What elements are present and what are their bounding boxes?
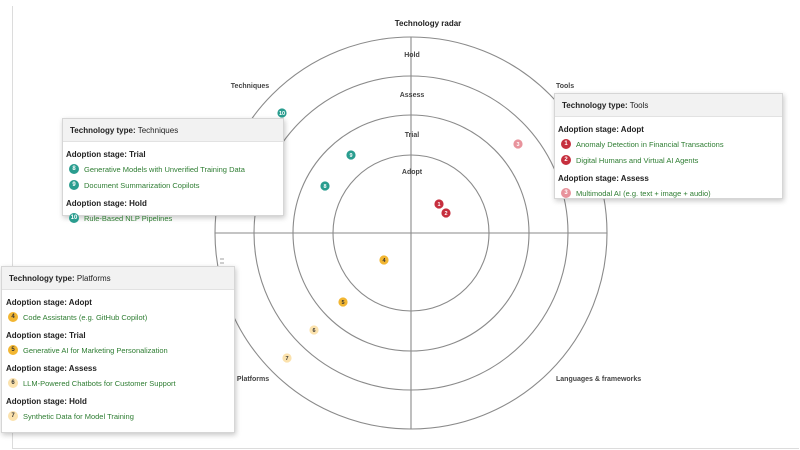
blip-4 xyxy=(378,254,390,266)
blip-7 xyxy=(281,352,293,364)
item-label: Generative Models with Unverified Traini… xyxy=(84,164,245,174)
panel-type-label: Technology type: xyxy=(9,274,75,283)
technology-item[interactable]: 5 Generative AI for Marketing Personaliza… xyxy=(2,342,234,358)
blip-8 xyxy=(319,180,331,192)
item-number-badge: 3 xyxy=(561,188,571,198)
item-number-badge: 8 xyxy=(69,164,79,174)
adoption-stage-heading: Adoption stage: Assess xyxy=(558,174,649,183)
adoption-stage-heading: Adoption stage: Hold xyxy=(66,199,147,208)
blip-3-number: 3 xyxy=(516,142,519,148)
panel-type-value: Platforms xyxy=(76,274,111,283)
blip-4-number: 4 xyxy=(382,258,386,264)
panel-header: Technology type: Techniques xyxy=(63,119,283,142)
panel-type-label: Technology type: xyxy=(70,126,136,135)
panel-type-value: Tools xyxy=(629,101,649,110)
item-number-badge: 5 xyxy=(8,345,18,355)
technology-item[interactable]: 9 Document Summarization Copilots xyxy=(63,177,283,193)
item-number-badge: 7 xyxy=(8,411,18,421)
item-label: LLM-Powered Chatbots for Customer Suppor… xyxy=(23,378,176,388)
ring-label-adopt: Adopt xyxy=(402,169,423,176)
panel-header: Technology type: Platforms xyxy=(2,267,234,290)
item-label: Synthetic Data for Model Training xyxy=(23,411,134,421)
blip-6-number: 6 xyxy=(312,328,315,334)
ring-label-trial: Trial xyxy=(405,132,419,139)
blip-9-number: 9 xyxy=(349,153,352,159)
technology-item[interactable]: 8 Generative Models with Unverified Train… xyxy=(63,161,283,177)
adoption-stage-heading: Adoption stage: Adopt xyxy=(558,125,644,134)
ring-label-assess: Assess xyxy=(400,92,425,99)
blip-5 xyxy=(337,296,349,308)
panel-body: Adoption stage: Trial 8 Generative Models … xyxy=(63,142,283,230)
blip-8-number: 8 xyxy=(323,184,326,190)
platforms-panel: Technology type: Platforms Adoption stag… xyxy=(1,266,235,433)
adoption-stage-heading: Adoption stage: Hold xyxy=(6,397,87,406)
technology-item[interactable]: 3 Multimodal AI (e.g. text + image + audi… xyxy=(555,185,782,201)
radar-chart: Technology radar Adopt Trial Assess Hold Tech… xyxy=(214,19,641,430)
item-number-badge: 10 xyxy=(69,213,79,223)
blip-10-number: 10 xyxy=(279,111,285,117)
panel-header: Technology type: Tools xyxy=(555,94,782,117)
techniques-panel: Technology type: Techniques Adoption sta… xyxy=(62,118,284,223)
quadrant-label-languages-frameworks: Languages & frameworks xyxy=(556,376,641,383)
adoption-stage-heading: Adoption stage: Adopt xyxy=(6,298,92,307)
technology-item[interactable]: 6 LLM-Powered Chatbots for Customer Suppo… xyxy=(2,375,234,391)
item-number-badge: 9 xyxy=(69,180,79,190)
item-number-badge: 1 xyxy=(561,139,571,149)
item-label: Multimodal AI (e.g. text + image + audio… xyxy=(576,188,711,198)
technology-item[interactable]: 10 Rule-Based NLP Pipelines xyxy=(63,210,283,226)
quadrant-label-tools: Tools xyxy=(556,83,574,90)
item-number-badge: 2 xyxy=(561,155,571,165)
quadrant-label-techniques: Techniques xyxy=(231,83,269,90)
blip-2-number: 2 xyxy=(444,211,447,217)
blip-1 xyxy=(433,198,445,210)
item-number-badge: 6 xyxy=(8,378,18,388)
blip-7-number: 7 xyxy=(285,356,288,362)
item-label: Anomaly Detection in Financial Transacti… xyxy=(576,139,724,149)
item-label: Generative AI for Marketing Personalizat… xyxy=(23,345,168,355)
item-number-badge: 4 xyxy=(8,312,18,322)
blip-2 xyxy=(440,207,452,219)
panel-type-value: Techniques xyxy=(137,126,179,135)
chart-area: Technology radar Adopt Trial Assess Hold Tech… xyxy=(1,6,799,449)
item-label: Code Assistants (e.g. GitHub Copilot) xyxy=(23,312,148,322)
technology-item[interactable]: 4 Code Assistants (e.g. GitHub Copilot) xyxy=(2,309,234,325)
panel-type-label: Technology type: xyxy=(562,101,628,110)
blip-1-number: 1 xyxy=(437,202,440,208)
adoption-stage-heading: Adoption stage: Trial xyxy=(6,331,86,340)
blip-9 xyxy=(345,149,357,161)
panel-body: Adoption stage: Adopt 1 Anomaly Detection … xyxy=(555,117,782,205)
technology-item[interactable]: 1 Anomaly Detection in Financial Transact… xyxy=(555,136,782,152)
technology-item[interactable]: 7 Synthetic Data for Model Training xyxy=(2,408,234,424)
adoption-stage-heading: Adoption stage: Assess xyxy=(6,364,97,373)
blip-6 xyxy=(308,324,320,336)
quadrant-label-platforms: Platforms xyxy=(237,376,269,383)
blip-3 xyxy=(512,138,524,150)
tools-panel: Technology type: Tools Adoption stage: A… xyxy=(554,93,783,199)
item-label: Document Summarization Copilots xyxy=(84,180,200,190)
item-label: Digital Humans and Virtual AI Agents xyxy=(576,155,699,165)
item-label: Rule-Based NLP Pipelines xyxy=(84,213,173,223)
adoption-stage-heading: Adoption stage: Trial xyxy=(66,150,146,159)
technology-item[interactable]: 2 Digital Humans and Virtual AI Agents xyxy=(555,152,782,168)
panel-body: Adoption stage: Adopt 4 Code Assistants (e… xyxy=(2,290,234,428)
blip-5-number: 5 xyxy=(341,300,344,306)
chart-title: Technology radar xyxy=(395,19,462,28)
ring-label-hold: Hold xyxy=(404,52,420,59)
